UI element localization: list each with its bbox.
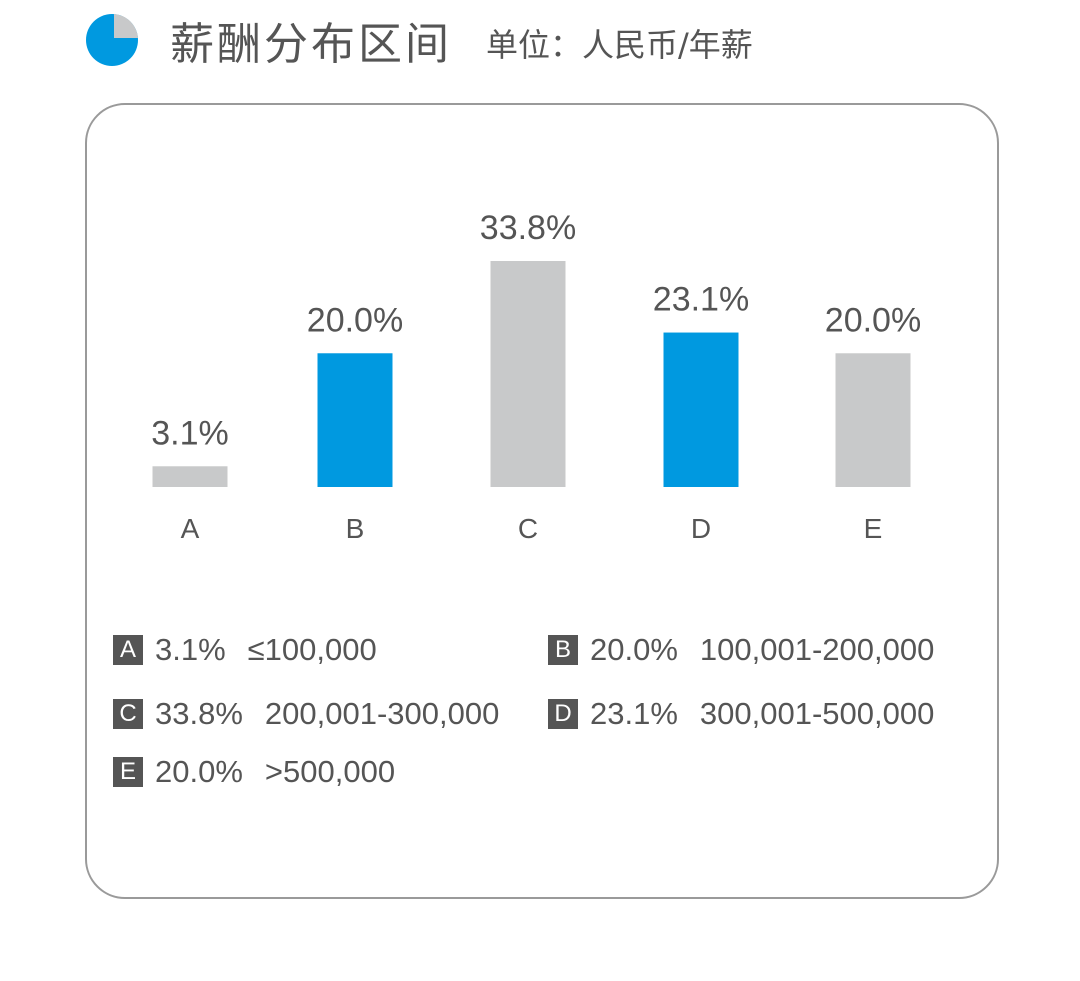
- data-label-e: 20.0%: [825, 301, 921, 339]
- bar-e: [835, 353, 911, 487]
- bar-d: [663, 332, 739, 487]
- chart-title: 薪酬分布区间: [170, 19, 452, 70]
- chart-card: [85, 103, 999, 899]
- data-label-b: 20.0%: [307, 301, 403, 339]
- bar-c: [490, 261, 566, 487]
- chart-header: 薪酬分布区间 单位：人民币/年薪: [84, 6, 753, 74]
- data-label-a: 3.1%: [151, 414, 229, 452]
- x-tick-label-b: B: [346, 513, 365, 544]
- x-tick-label-e: E: [864, 513, 883, 544]
- x-tick-label-c: C: [518, 513, 538, 544]
- bar-a: [152, 466, 228, 487]
- chart-unit: 单位：人民币/年薪: [486, 26, 753, 64]
- x-tick-label-d: D: [691, 513, 711, 544]
- bar-b: [317, 353, 393, 487]
- data-label-d: 23.1%: [653, 281, 749, 319]
- data-label-c: 33.8%: [480, 209, 576, 247]
- x-tick-label-a: A: [181, 513, 200, 544]
- pie-chart-icon: [86, 14, 138, 66]
